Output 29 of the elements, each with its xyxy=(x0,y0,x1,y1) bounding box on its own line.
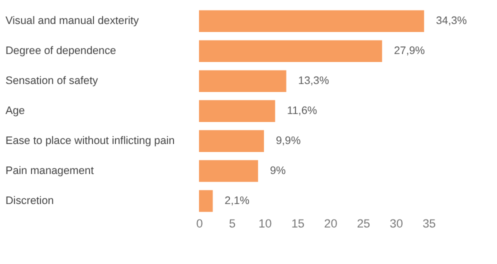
y-tick-label: Ease to place without inflicting pain xyxy=(5,135,175,148)
y-tick-label: Discretion xyxy=(5,194,54,207)
data-label: 13,3% xyxy=(298,75,330,88)
bar xyxy=(199,160,258,182)
y-tick-label: Visual and manual dexterity xyxy=(5,15,140,28)
x-tick-label: 0 xyxy=(196,216,204,230)
data-label: 34,3% xyxy=(436,15,468,28)
x-tick-label: 20 xyxy=(324,216,338,230)
data-label: 9% xyxy=(270,165,286,178)
y-tick-label: Pain management xyxy=(5,165,94,178)
data-label: 2,1% xyxy=(224,194,250,207)
data-label: 27,9% xyxy=(394,45,426,58)
x-tick-label: 10 xyxy=(258,216,272,230)
bar xyxy=(199,40,382,62)
y-tick-label: Sensation of safety xyxy=(5,75,99,88)
x-tick-label: 5 xyxy=(229,216,236,230)
x-tick-label: 35 xyxy=(422,216,436,230)
bar xyxy=(199,70,286,92)
y-tick-label: Degree of dependence xyxy=(5,45,116,58)
data-label: 9,9% xyxy=(276,135,301,148)
x-tick-label: 30 xyxy=(390,216,404,230)
y-tick-label: Age xyxy=(5,105,25,118)
bar xyxy=(199,100,276,122)
data-label: 11,6% xyxy=(287,105,318,118)
bar xyxy=(199,190,213,212)
x-tick-label: 15 xyxy=(291,216,305,230)
bar xyxy=(199,10,424,32)
bar xyxy=(199,130,264,152)
x-tick-label: 25 xyxy=(356,216,371,230)
